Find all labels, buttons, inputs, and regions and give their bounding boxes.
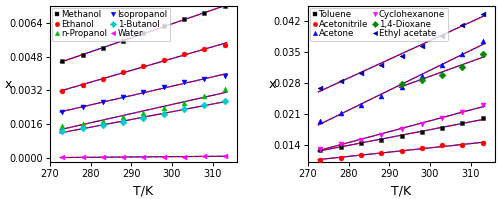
Y-axis label: x: x	[4, 78, 12, 91]
X-axis label: T/K: T/K	[392, 185, 411, 198]
Legend: Toluene, Acetonitrile, Acetone, Cyclohexanone, 1,4-Dioxane, Ethyl acetate: Toluene, Acetonitrile, Acetone, Cyclohex…	[310, 8, 448, 41]
Y-axis label: x: x	[268, 78, 276, 91]
X-axis label: T/K: T/K	[134, 185, 154, 198]
Legend: Methanol, Ethanol, n-Propanol, Isopropanol, 1-Butanol, Water: Methanol, Ethanol, n-Propanol, Isopropan…	[52, 8, 170, 41]
